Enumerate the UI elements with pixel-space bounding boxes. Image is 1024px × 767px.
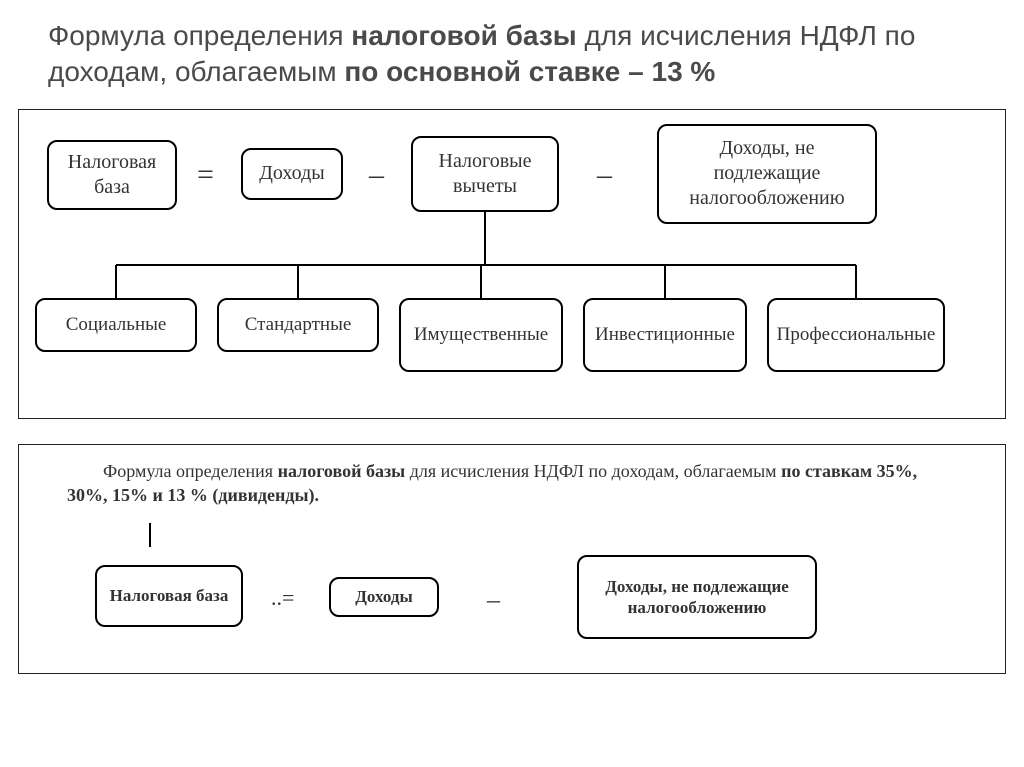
node-exempt: Доходы, не подлежащие налогообложению: [657, 124, 877, 224]
subtitle-mid: для исчисления НДФЛ по доходам, облагаем…: [405, 461, 781, 481]
subtitle-bold1: налоговой базы: [278, 461, 406, 481]
subtitle-text: Формула определения налоговой базы для и…: [67, 459, 947, 508]
node-standard: Стандартные: [217, 298, 379, 352]
node-exempt2: Доходы, не подлежащие налогообложению: [577, 555, 817, 639]
title-bold1: налоговой базы: [351, 20, 584, 51]
operator-eq2: ..=: [271, 585, 294, 611]
node-property: Имущественные: [399, 298, 563, 372]
title-pre1: Формула определения: [48, 20, 351, 51]
diagram-panel-top: Налоговая база Доходы Налоговые вычеты Дохо…: [18, 109, 1006, 419]
node-prof: Профессиональные: [767, 298, 945, 372]
subtitle-pre: Формула определения: [103, 461, 278, 481]
node-social: Социальные: [35, 298, 197, 352]
operator-m2: –: [597, 158, 612, 192]
title-bold2: по основной ставке – 13 %: [344, 56, 715, 87]
operator-m1: –: [369, 158, 384, 192]
subtitle-indent: [67, 461, 103, 481]
page-title: Формула определения налоговой базы для и…: [0, 0, 1024, 109]
node-base2: Налоговая база: [95, 565, 243, 627]
node-deduct: Налоговые вычеты: [411, 136, 559, 212]
operator-eq: =: [197, 158, 214, 192]
node-income: Доходы: [241, 148, 343, 200]
node-income2: Доходы: [329, 577, 439, 617]
operator-m3: –: [487, 585, 500, 615]
text-cursor: [149, 523, 151, 547]
diagram-panel-bottom: Формула определения налоговой базы для и…: [18, 444, 1006, 674]
node-invest: Инвестиционные: [583, 298, 747, 372]
node-base: Налоговая база: [47, 140, 177, 210]
